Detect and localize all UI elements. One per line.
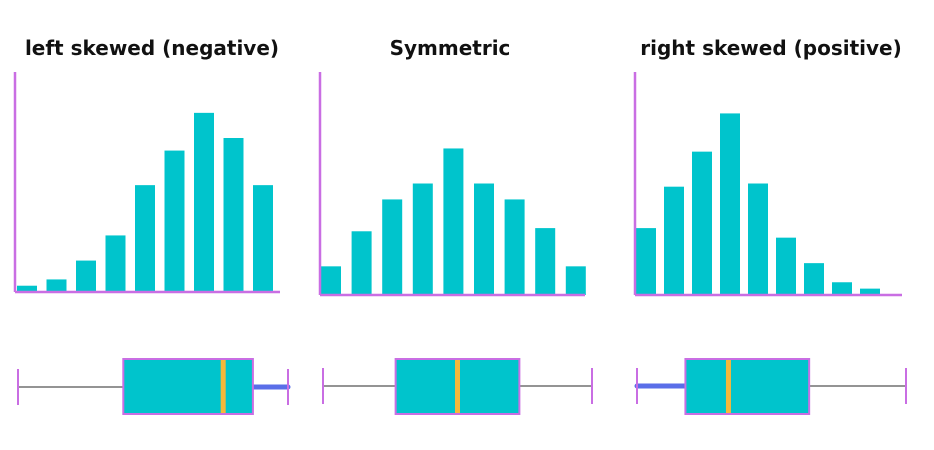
- chart-panel-3: [633, 72, 907, 415]
- iqr-box: [122, 358, 254, 415]
- histogram-bar: [664, 186, 684, 295]
- histogram-bar: [46, 279, 67, 292]
- histogram-bar: [135, 185, 155, 292]
- histogram-bar: [321, 266, 341, 295]
- histogram-bar: [351, 231, 372, 295]
- histogram-bar: [253, 185, 273, 292]
- chart-panel-2: [318, 72, 593, 415]
- histogram-bar: [860, 288, 880, 295]
- histogram-bar: [504, 199, 525, 295]
- chart-title-right-skewed: right skewed (positive): [640, 36, 902, 60]
- chart-panel-1: [13, 72, 291, 415]
- histogram-bar: [17, 285, 37, 292]
- histogram-bar: [720, 113, 740, 296]
- chart-title-symmetric: Symmetric: [389, 36, 511, 60]
- histogram-bar: [382, 199, 403, 295]
- histogram-bar: [105, 235, 126, 292]
- histogram-bar: [76, 260, 96, 292]
- histogram-bar: [748, 183, 768, 295]
- histogram-bar: [692, 151, 712, 295]
- histogram-bar: [565, 266, 586, 295]
- chart-title-left-skewed: left skewed (negative): [24, 36, 280, 60]
- histogram-bar: [474, 183, 494, 295]
- iqr-box: [684, 358, 811, 415]
- histogram-bar: [412, 183, 433, 295]
- histogram-bar: [535, 228, 556, 295]
- histogram-bar: [223, 138, 244, 292]
- histogram-bar: [804, 263, 824, 295]
- histogram-bar: [776, 237, 796, 295]
- histogram-bar: [194, 112, 214, 292]
- histogram-bar: [832, 282, 852, 295]
- histogram-bar: [443, 148, 464, 295]
- histogram-bar: [164, 150, 185, 292]
- histogram-bar: [636, 228, 656, 295]
